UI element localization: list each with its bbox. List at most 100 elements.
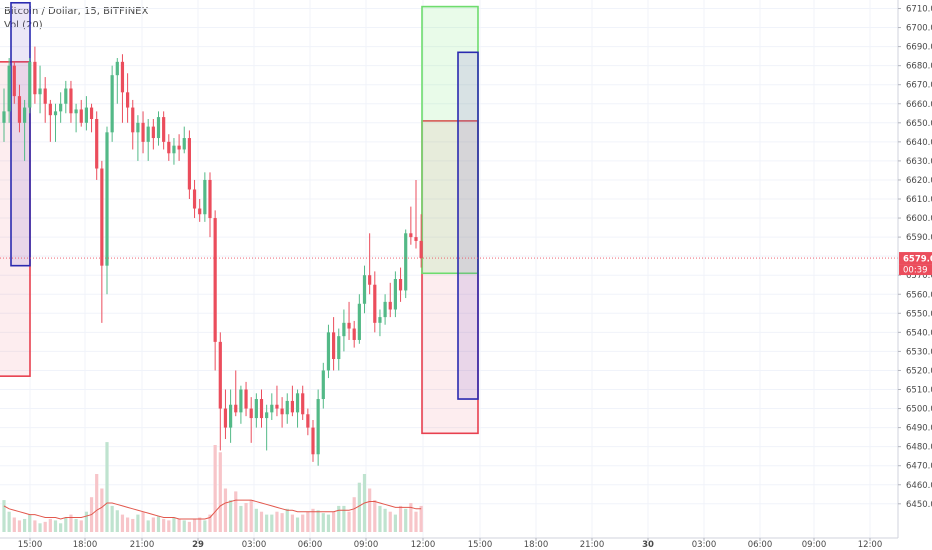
volume-bar bbox=[383, 508, 387, 532]
volume-bar bbox=[95, 474, 99, 532]
candle-body bbox=[28, 61, 32, 108]
candle-body bbox=[12, 65, 16, 97]
candle-body bbox=[110, 75, 114, 133]
current-price-badge bbox=[899, 252, 932, 265]
volume-bar bbox=[64, 517, 68, 532]
candle-body bbox=[295, 393, 300, 413]
price-tick-label: 6650.0 bbox=[906, 119, 932, 129]
volume-bar bbox=[12, 517, 16, 532]
time-tick-label: 30 bbox=[642, 540, 654, 550]
candle-body bbox=[337, 336, 341, 360]
candle-body bbox=[131, 107, 135, 133]
price-tick-label: 6480.0 bbox=[906, 443, 932, 453]
candle-body bbox=[100, 168, 104, 266]
time-tick-label: 18:00 bbox=[73, 540, 98, 550]
price-tick-label: 6670.0 bbox=[906, 81, 932, 91]
candle-body bbox=[156, 117, 161, 139]
candle-body bbox=[84, 107, 88, 123]
volume-bar bbox=[332, 511, 336, 532]
volume-bar bbox=[105, 442, 109, 532]
candle-body bbox=[368, 275, 372, 285]
price-tick-label: 6560.0 bbox=[906, 290, 932, 300]
volume-bar bbox=[208, 514, 212, 532]
price-axis[interactable]: 6710.0 6700.0 6690.0 6680.0 6670.0 6660.0 6650… bbox=[897, 0, 932, 538]
candle-body bbox=[223, 408, 228, 428]
time-tick-label: 09:00 bbox=[354, 540, 379, 550]
candle-body bbox=[280, 408, 284, 415]
volume-bar bbox=[43, 521, 47, 532]
candle-body bbox=[7, 65, 11, 112]
volume-ma-line bbox=[3, 499, 422, 520]
price-tick-label: 6530.0 bbox=[906, 347, 932, 357]
volume-bar bbox=[218, 452, 222, 532]
volume-bar bbox=[100, 488, 104, 532]
candle-body bbox=[43, 88, 47, 104]
candle-body bbox=[120, 61, 125, 93]
candle-body bbox=[17, 96, 22, 123]
time-tick-label: 15:00 bbox=[18, 540, 43, 550]
box-green-3[interactable] bbox=[421, 5, 479, 275]
candle-body bbox=[404, 233, 408, 291]
price-tick-label: 6620.0 bbox=[906, 176, 932, 186]
volume-bar bbox=[53, 520, 58, 532]
volume-bar bbox=[270, 514, 274, 532]
box-blue-1[interactable] bbox=[10, 1, 31, 267]
time-tick-label: 12:00 bbox=[411, 540, 436, 550]
price-tick-label: 6540.0 bbox=[906, 328, 932, 338]
candle-body bbox=[342, 322, 346, 337]
time-axis[interactable]: 15:00 18:00 21:00 29 03:00 06:00 09:00 12:00 15:… bbox=[0, 537, 898, 550]
price-tick-label: 6450.0 bbox=[906, 500, 932, 510]
volume-bar bbox=[17, 520, 22, 532]
volume-bar bbox=[404, 508, 408, 532]
candle-body bbox=[326, 332, 331, 371]
volume-bar bbox=[198, 517, 202, 532]
volume-bar bbox=[182, 520, 186, 532]
current-price-label: 6579.0 bbox=[903, 255, 932, 265]
candle-body bbox=[321, 370, 325, 400]
box-red-2[interactable] bbox=[421, 120, 479, 435]
candle-body bbox=[192, 189, 197, 209]
price-tick-label: 6610.0 bbox=[906, 195, 932, 205]
time-tick-label: 03:00 bbox=[242, 540, 267, 550]
volume-bar bbox=[265, 514, 269, 532]
volume-bar bbox=[316, 510, 320, 532]
volume-bar bbox=[254, 508, 258, 532]
volume-bars bbox=[2, 442, 423, 532]
price-tick-label: 6640.0 bbox=[906, 138, 932, 148]
box-blue-4[interactable] bbox=[457, 51, 479, 400]
volume-bar bbox=[229, 500, 233, 532]
candle-body bbox=[182, 138, 186, 150]
projection-boxes[interactable] bbox=[0, 1, 479, 435]
volume-bar bbox=[126, 517, 130, 532]
candle-body bbox=[285, 400, 289, 415]
price-tick-label: 6660.0 bbox=[906, 100, 932, 110]
price-tick-label: 6520.0 bbox=[906, 366, 932, 376]
candle-body bbox=[2, 111, 6, 123]
candle-body bbox=[311, 427, 315, 455]
price-tick-label: 6500.0 bbox=[906, 405, 932, 415]
volume-bar bbox=[115, 510, 119, 532]
volume-bar bbox=[285, 508, 289, 532]
candle-body bbox=[172, 145, 176, 154]
volume-bar bbox=[419, 505, 423, 532]
volume-legend: Vol (20) bbox=[4, 20, 43, 31]
candle-body bbox=[378, 317, 382, 323]
candle-body bbox=[177, 145, 181, 150]
volume-bar bbox=[136, 514, 140, 532]
price-tick-label: 6510.0 bbox=[906, 386, 932, 396]
volume-bar bbox=[368, 488, 372, 532]
volume-bar bbox=[234, 491, 238, 532]
candle-body bbox=[270, 404, 274, 413]
candle-body bbox=[414, 237, 418, 241]
price-tick-label: 6630.0 bbox=[906, 157, 932, 167]
candle-body bbox=[265, 412, 269, 419]
volume-bar bbox=[28, 514, 32, 532]
volume-bar bbox=[244, 503, 248, 532]
time-tick-label: 12:00 bbox=[858, 540, 883, 550]
candle-body bbox=[388, 301, 392, 310]
volume-bar bbox=[59, 523, 63, 532]
volume-bar bbox=[74, 518, 78, 532]
volume-bar bbox=[388, 511, 392, 532]
candle-body bbox=[33, 61, 37, 95]
